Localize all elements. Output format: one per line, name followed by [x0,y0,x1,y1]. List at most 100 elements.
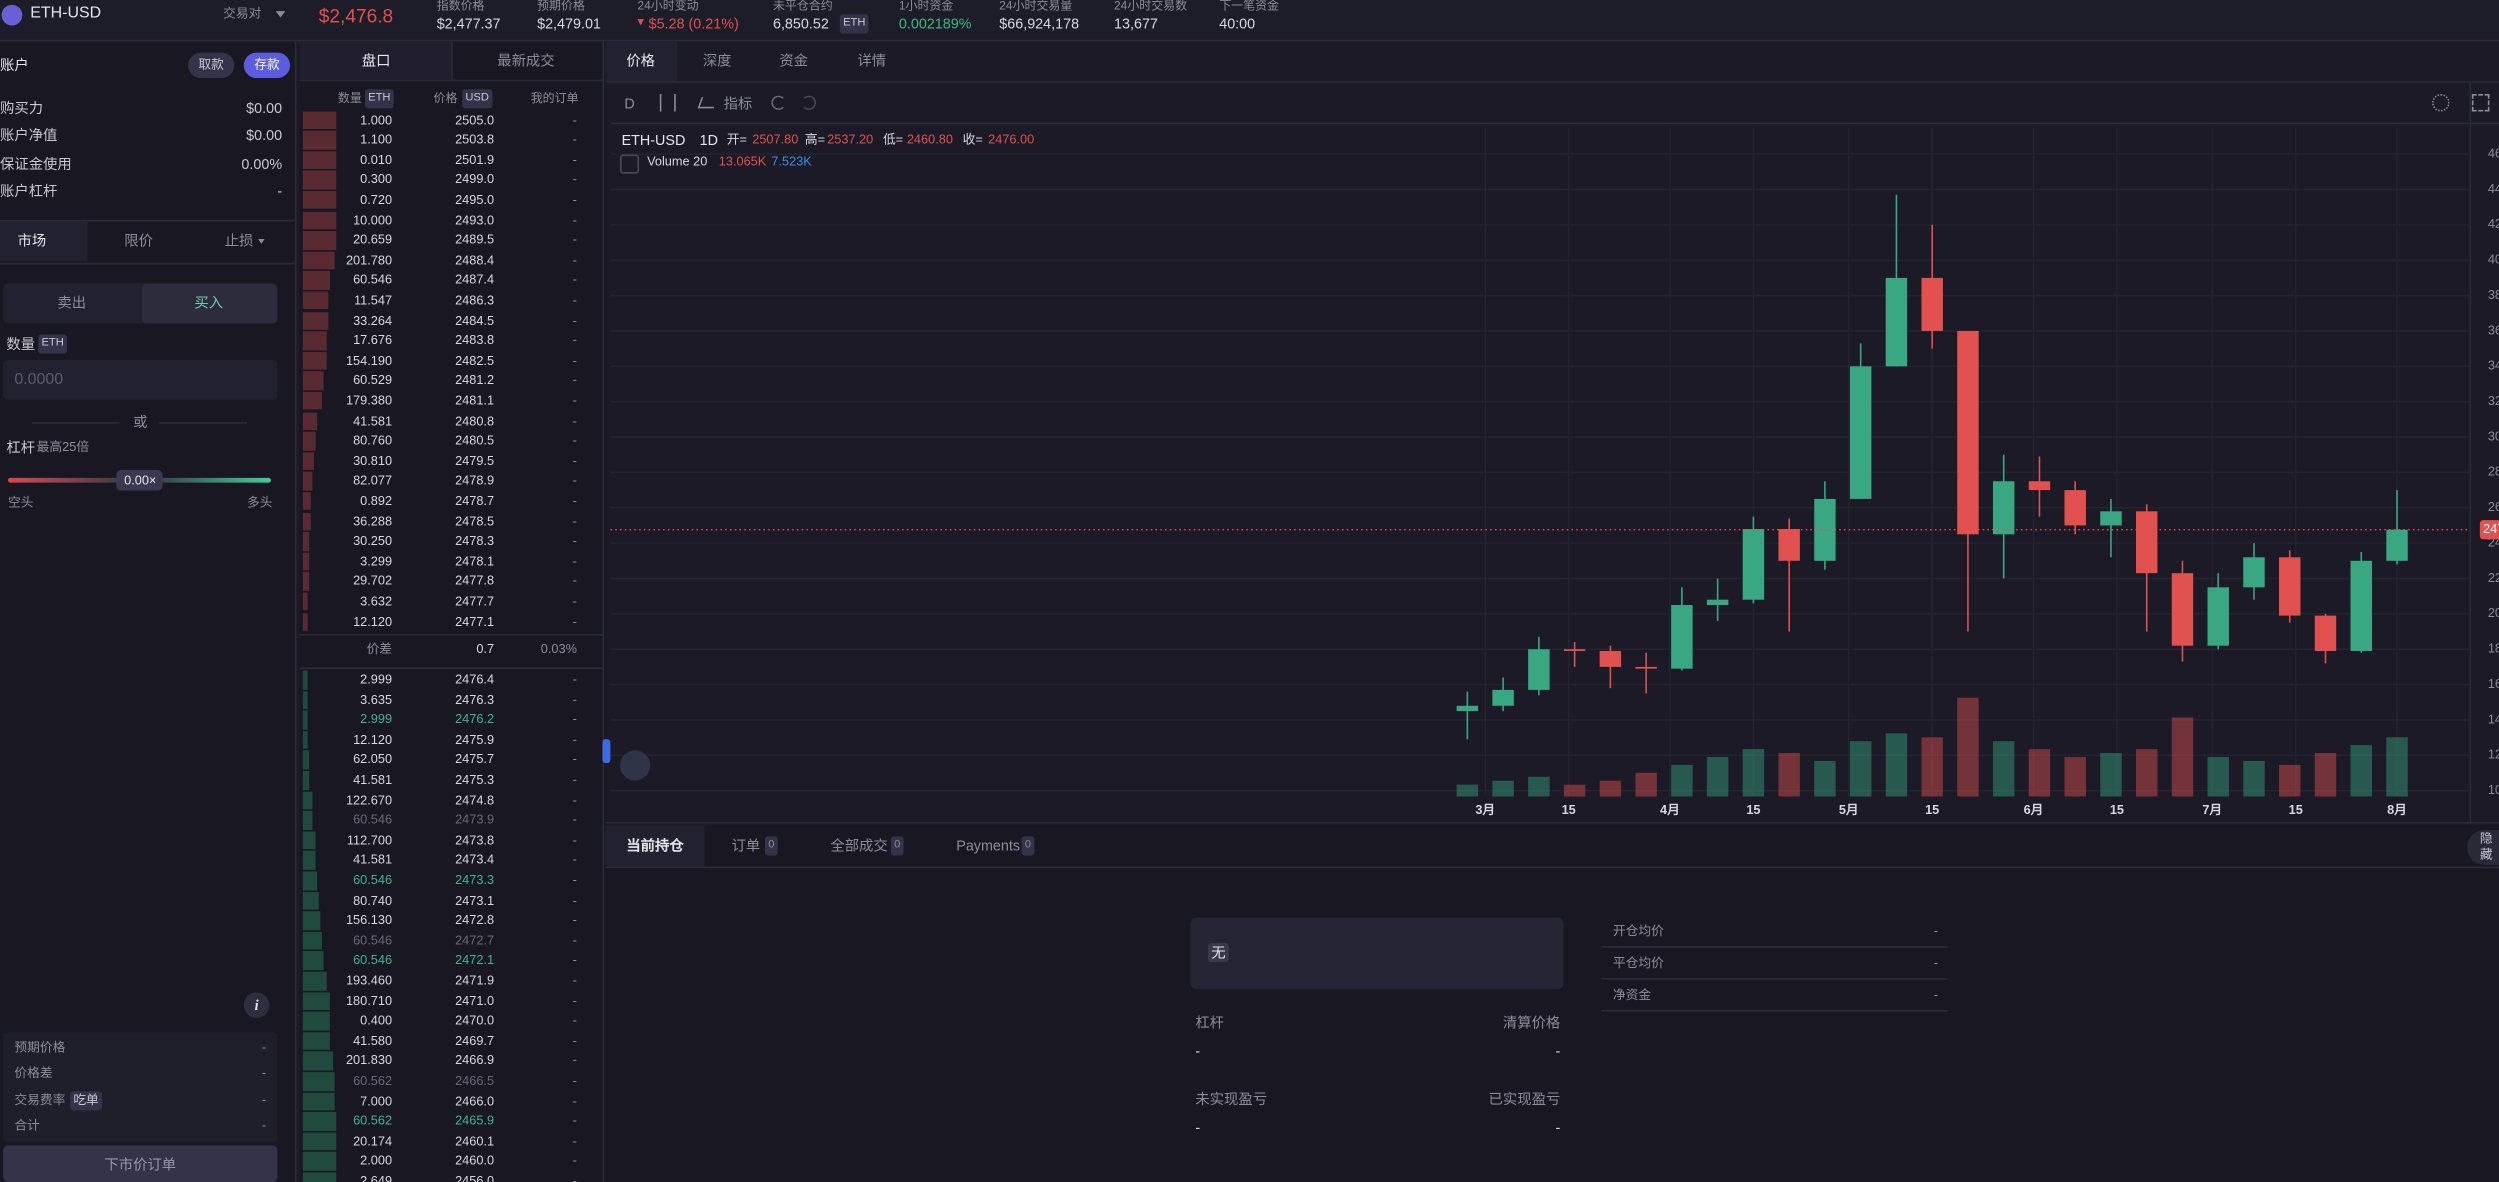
interval[interactable]: D [624,95,635,112]
ob-header: 我的订单 [530,90,579,106]
divider [159,422,248,424]
ob-size: 193.460 [345,973,393,988]
ob-mine: - [572,272,577,288]
ob-size: 41.581 [353,852,393,868]
submit-label[interactable]: 下市价订单 [104,1156,177,1173]
hide-label[interactable]: 隐藏 [2479,831,2493,862]
depth-bar [302,612,308,631]
chart-tab[interactable]: 详情 [857,52,887,69]
legend-symbol: ETH-USD [621,132,686,149]
ob-mine: - [572,1113,577,1129]
ob-size: 2.649 [360,1174,393,1182]
ob-size: 36.288 [353,513,393,529]
ob-mine: - [572,433,577,448]
redo[interactable] [801,95,816,110]
ob-price: 2478.7 [455,493,495,508]
x-tick-label: 7月 [2202,802,2222,817]
depth-bar [302,431,316,451]
submit-button[interactable] [3,1145,278,1182]
legend-close-label: 收= [962,132,983,147]
chart-panel [605,41,2499,824]
fullscreen[interactable] [2471,93,2490,112]
depth-bar [302,492,311,511]
x-tick-label: 15 [2289,802,2303,817]
volume-bar [1778,753,1800,797]
ob-tab[interactable]: 盘口 [361,52,391,69]
depth-bar [302,931,322,950]
ob-price: 2473.4 [455,852,495,868]
ob-mine: - [572,772,577,787]
hide-button[interactable] [2467,829,2499,865]
ob-mine: - [572,792,577,808]
volume-bar [2279,764,2301,797]
spread-label: 价差 [366,641,393,657]
positions-tab[interactable]: 当前持仓 [626,837,684,854]
button[interactable] [188,52,235,79]
button-label[interactable]: 存款 [254,57,280,72]
ob-price: 2503.8 [455,132,495,147]
order-tab[interactable]: 市场 [17,232,47,249]
positions-tab[interactable]: 全部成交 [830,837,888,854]
ob-mine: - [572,1174,577,1182]
y-tick-label: 2400 [2488,534,2499,549]
depth-bar [302,891,319,910]
ob-mine: - [572,614,577,629]
ob-size: 17.676 [353,333,393,348]
summary-value: - [261,1092,267,1107]
side-sell[interactable]: 卖出 [57,294,87,311]
ob-mine: - [572,473,577,488]
button-label[interactable]: 取款 [198,57,224,72]
slider-knob[interactable] [116,469,163,491]
order-tab[interactable]: 止损 [224,232,254,249]
cloud-button[interactable] [619,750,651,781]
spread-value: 0.7 [476,641,495,657]
order-tab[interactable]: 限价 [124,232,154,249]
summary-divider [1601,1009,1948,1012]
legend-open-label: 开= [726,132,747,147]
depth-bar [302,451,314,471]
chart-tab[interactable]: 资金 [779,52,809,69]
or: 或 [133,414,148,431]
field-value: - [1555,1043,1561,1060]
y-tick-label: 2600 [2488,499,2499,514]
depth-bar [302,911,321,930]
stat-value: 13,677 [1114,15,1158,32]
settings[interactable] [2432,93,2450,112]
size-input[interactable] [3,360,278,400]
y-tick-label: 1600 [2488,676,2499,691]
candle-body [2207,587,2229,646]
positions-tab[interactable]: Payments [956,837,1021,854]
ob-price: 2471.0 [455,993,495,1008]
ob-price: 2478.5 [455,513,495,529]
candle-icon[interactable] [659,93,676,112]
stat-value: 0.002189% [898,15,972,32]
depth-bar [302,1152,337,1171]
positions-tab[interactable]: 订单 [731,837,761,854]
depth-bar [302,851,316,870]
ob-mine: - [572,752,577,767]
top-bar [0,0,2499,42]
indicators[interactable]: 指标 [723,95,753,112]
field-label: 数量 [6,336,36,353]
ob-size: 3.635 [360,692,393,707]
side-buy[interactable]: 买入 [194,294,224,311]
button[interactable] [243,52,291,79]
pair-selector[interactable]: 交易对 [223,6,262,21]
legend-toggle[interactable] [619,154,640,174]
undo[interactable] [771,95,786,110]
ob-mine: - [572,573,577,589]
volume-bar [1528,776,1550,797]
info-icon[interactable]: i [243,992,270,1018]
y-tick-label: 1400 [2488,711,2499,726]
scroll-handle[interactable] [602,739,611,764]
down-arrow [637,19,644,26]
chart-tab[interactable]: 价格 [626,52,656,69]
ob-price: 2466.0 [455,1093,495,1109]
short: 空头 [7,495,34,510]
chart-tab[interactable]: 深度 [702,52,732,69]
ob-size: 0.892 [360,493,393,508]
ob-tab[interactable]: 最新成交 [497,52,555,69]
ob-mine: - [572,553,577,569]
x-tick-label: 3月 [1475,802,1495,817]
depth-bar [302,1172,337,1182]
